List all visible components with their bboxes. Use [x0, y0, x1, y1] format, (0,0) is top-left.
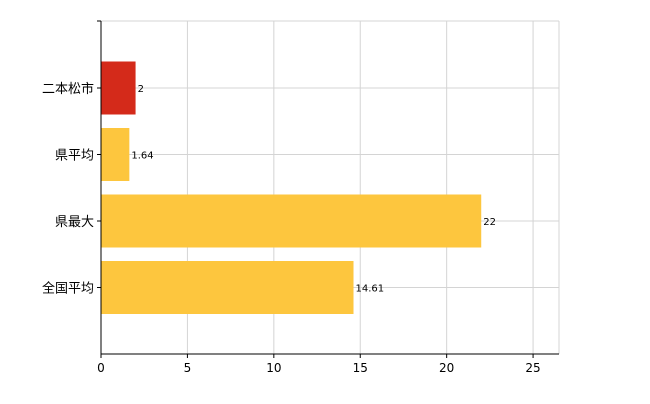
labels: 2 二本松市 1.64 県平均 22 県最大 14.61 全国平均 0 5 10 15 20 25	[42, 81, 541, 375]
x-tick-label: 15	[353, 361, 368, 375]
y-tick-label: 県平均	[55, 149, 94, 164]
bar	[101, 128, 130, 181]
bar	[101, 261, 354, 314]
bar-series	[101, 61, 482, 314]
y-tick-label: 全国平均	[42, 281, 94, 297]
data-label: 2	[138, 84, 144, 95]
bar	[101, 61, 136, 115]
bar	[101, 194, 482, 248]
x-tick-label: 0	[97, 361, 105, 375]
y-tick-label: 県最大	[55, 215, 94, 230]
axes	[97, 20, 559, 358]
y-tick-label: 二本松市	[42, 81, 94, 97]
x-tick-label: 25	[525, 361, 540, 375]
data-label: 14.61	[356, 284, 385, 295]
data-label: 22	[483, 217, 496, 228]
x-tick-label: 20	[439, 361, 454, 375]
x-tick-label: 5	[184, 361, 192, 375]
data-label: 1.64	[131, 151, 153, 162]
x-tick-label: 10	[266, 361, 281, 375]
